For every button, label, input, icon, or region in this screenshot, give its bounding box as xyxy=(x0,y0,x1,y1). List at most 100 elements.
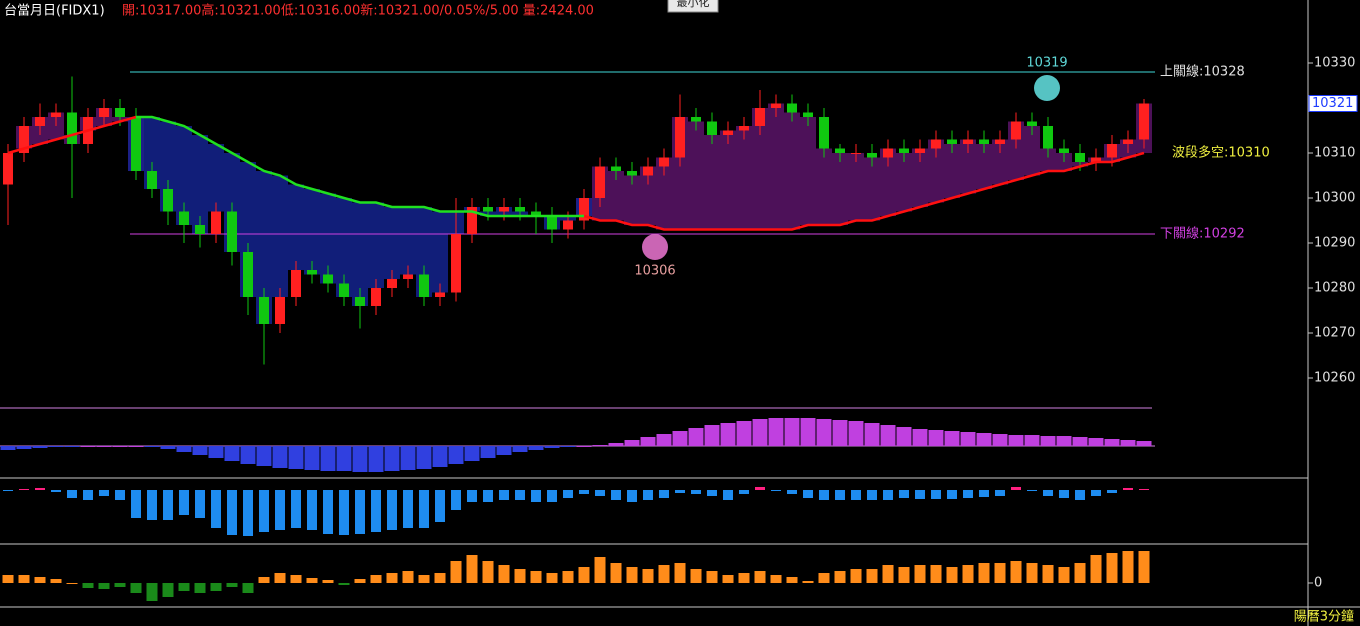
histogram2-bar xyxy=(786,577,798,583)
oscillator-bar xyxy=(816,419,832,446)
band-fill xyxy=(864,157,880,221)
histogram1-bar xyxy=(1123,488,1133,490)
histogram2-bar xyxy=(642,569,654,583)
candle-body xyxy=(963,139,973,144)
histogram1-bar xyxy=(851,490,861,500)
candle-body xyxy=(19,126,29,153)
candle-body xyxy=(643,166,653,176)
histogram1-bar xyxy=(915,490,925,499)
histogram2-bar xyxy=(706,571,718,583)
candle-body xyxy=(611,166,621,171)
annotation-label: 10306 xyxy=(634,264,675,279)
candle-body xyxy=(275,297,285,324)
minimize-label[interactable]: 最小化 xyxy=(677,0,710,9)
oscillator-bar xyxy=(336,446,352,471)
histogram1-bar xyxy=(1027,490,1037,491)
oscillator-bar xyxy=(944,431,960,446)
histogram2-bar xyxy=(1010,561,1022,583)
oscillator-bar xyxy=(128,446,144,447)
candle-body xyxy=(259,297,269,324)
oscillator-bar xyxy=(768,418,784,446)
histogram1-bar xyxy=(227,490,237,535)
annotation-marker xyxy=(642,234,668,260)
candle-body xyxy=(1091,157,1101,162)
candle-body xyxy=(211,211,221,234)
histogram2-bar xyxy=(930,565,942,583)
oscillator-bar xyxy=(576,446,592,447)
band-fill xyxy=(400,207,416,275)
candle-body xyxy=(35,117,45,126)
histogram1-bar xyxy=(707,490,717,496)
oscillator-bar xyxy=(704,425,720,446)
histogram2-bar xyxy=(722,575,734,583)
oscillator-bar xyxy=(96,446,112,447)
histogram2-bar xyxy=(562,571,574,583)
y-tick-label: 0 xyxy=(1314,576,1322,591)
histogram1-bar xyxy=(323,490,333,534)
histogram2-bar xyxy=(738,573,750,583)
histogram1-bar xyxy=(275,490,285,530)
band-fill xyxy=(272,175,288,297)
candle-body xyxy=(1075,153,1085,162)
oscillator-bar xyxy=(688,428,704,446)
histogram1-bar xyxy=(291,490,301,528)
histogram1-bar xyxy=(755,487,765,490)
oscillator-bar xyxy=(192,446,208,455)
histogram1-bar xyxy=(147,490,157,520)
histogram1-bar xyxy=(259,490,269,532)
candle-body xyxy=(723,130,733,135)
histogram2-bar xyxy=(82,583,94,588)
histogram2-bar xyxy=(498,565,510,583)
histogram1-bar xyxy=(115,490,125,500)
band-fill xyxy=(992,139,1008,185)
histogram2-bar xyxy=(1026,563,1038,583)
oscillator-bar xyxy=(720,423,736,446)
histogram2-bar xyxy=(578,567,590,583)
histogram2-bar xyxy=(306,578,318,583)
candle-body xyxy=(803,112,813,117)
band-fill xyxy=(384,207,400,279)
candle-body xyxy=(467,207,477,234)
y-tick-label: 10270 xyxy=(1314,326,1355,341)
oscillator-bar xyxy=(928,430,944,446)
histogram1-bar xyxy=(371,490,381,532)
histogram1-bar xyxy=(435,490,445,522)
candle-body xyxy=(131,117,141,171)
histogram2-bar xyxy=(34,577,46,583)
histogram1-bar xyxy=(1059,490,1069,498)
histogram2-bar xyxy=(754,571,766,583)
candle-body xyxy=(323,274,333,284)
band-fill xyxy=(704,135,720,230)
band-fill xyxy=(656,157,672,230)
histogram2-bar xyxy=(626,567,638,583)
histogram1-bar xyxy=(339,490,349,535)
oscillator-bar xyxy=(144,446,160,447)
y-tick-label: 10330 xyxy=(1314,56,1355,71)
histogram1-bar xyxy=(995,490,1005,496)
level-label: 下關線:10292 xyxy=(1160,226,1245,242)
oscillator-bar xyxy=(672,431,688,446)
histogram1-bar xyxy=(419,490,429,528)
histogram1-bar xyxy=(771,490,781,491)
band-fill xyxy=(304,189,320,275)
oscillator-bar xyxy=(1040,436,1056,446)
histogram2-bar xyxy=(18,575,30,583)
oscillator-bar xyxy=(752,419,768,446)
histogram2-bar xyxy=(290,575,302,583)
histogram2-bar xyxy=(482,561,494,583)
oscillator-bar xyxy=(464,446,480,461)
minimize-button[interactable] xyxy=(667,0,719,13)
oscillator-bar xyxy=(896,427,912,446)
oscillator-bar xyxy=(1104,439,1120,446)
band-fill xyxy=(880,148,896,216)
histogram2-bar xyxy=(610,563,622,583)
histogram2-bar xyxy=(882,565,894,583)
oscillator-bar xyxy=(880,425,896,446)
candle-body xyxy=(371,288,381,306)
histogram1-bar xyxy=(99,490,109,496)
candle-body xyxy=(291,270,301,297)
histogram1-bar xyxy=(867,490,877,500)
histogram2-bar xyxy=(1122,551,1134,583)
candle-body xyxy=(739,126,749,131)
histogram1-bar xyxy=(211,490,221,528)
